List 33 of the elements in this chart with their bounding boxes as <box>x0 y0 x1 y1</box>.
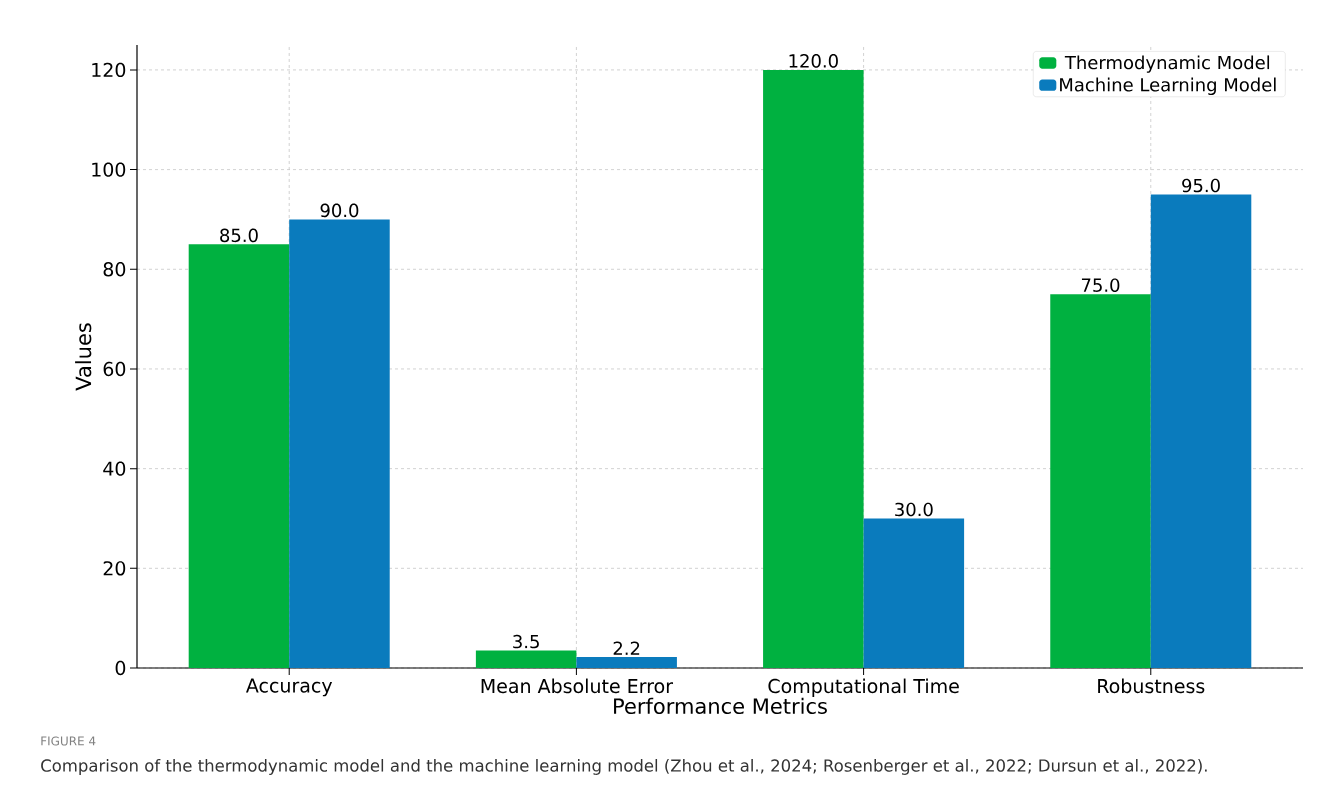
x-axis-title: Performance Metrics <box>614 697 827 715</box>
y-tick-label: 120 <box>92 62 126 78</box>
data-label: 95.0 <box>1182 178 1220 193</box>
data-label: 75.0 <box>1081 278 1120 292</box>
bar <box>576 657 677 668</box>
y-tick-label: 100 <box>92 162 126 177</box>
y-tick-label: 80 <box>103 262 126 277</box>
bar <box>863 518 965 668</box>
x-tick-label: Computational Time <box>768 678 959 697</box>
bar <box>1150 194 1252 668</box>
y-tick-label: 0 <box>115 660 126 676</box>
x-tick-label: Accuracy <box>245 678 333 697</box>
caption: FIGURE 4 <box>41 736 96 746</box>
data-label: 90.0 <box>320 203 359 218</box>
y-axis-title: Values <box>75 323 92 391</box>
x-tick-label: Mean Absolute Error <box>481 678 674 694</box>
legend-label: Thermodynamic Model <box>1064 55 1270 73</box>
y-tick-label: 40 <box>103 461 126 476</box>
x-tick-label: Robustness <box>1098 678 1205 694</box>
y-tick-label: 20 <box>103 561 126 576</box>
data-label: 30.0 <box>895 502 933 517</box>
bar <box>289 219 390 668</box>
y-tick-label: 60 <box>103 361 126 377</box>
data-label: 3.5 <box>513 634 539 649</box>
bar <box>475 650 577 668</box>
legend-label: Machine Learning Model <box>1060 77 1276 96</box>
data-label: 120.0 <box>789 54 838 68</box>
text: Comparison of the thermodynamic model and the machine learning model (Zhou et al., 2024; Rosenberger et al., 2022; Dursun et al., 2022). <box>41 759 1207 775</box>
bar <box>1050 294 1151 668</box>
data-label: 2.2 <box>613 641 640 655</box>
bar <box>188 244 290 668</box>
data-label: 85.0 <box>220 228 258 243</box>
bar <box>763 69 864 668</box>
